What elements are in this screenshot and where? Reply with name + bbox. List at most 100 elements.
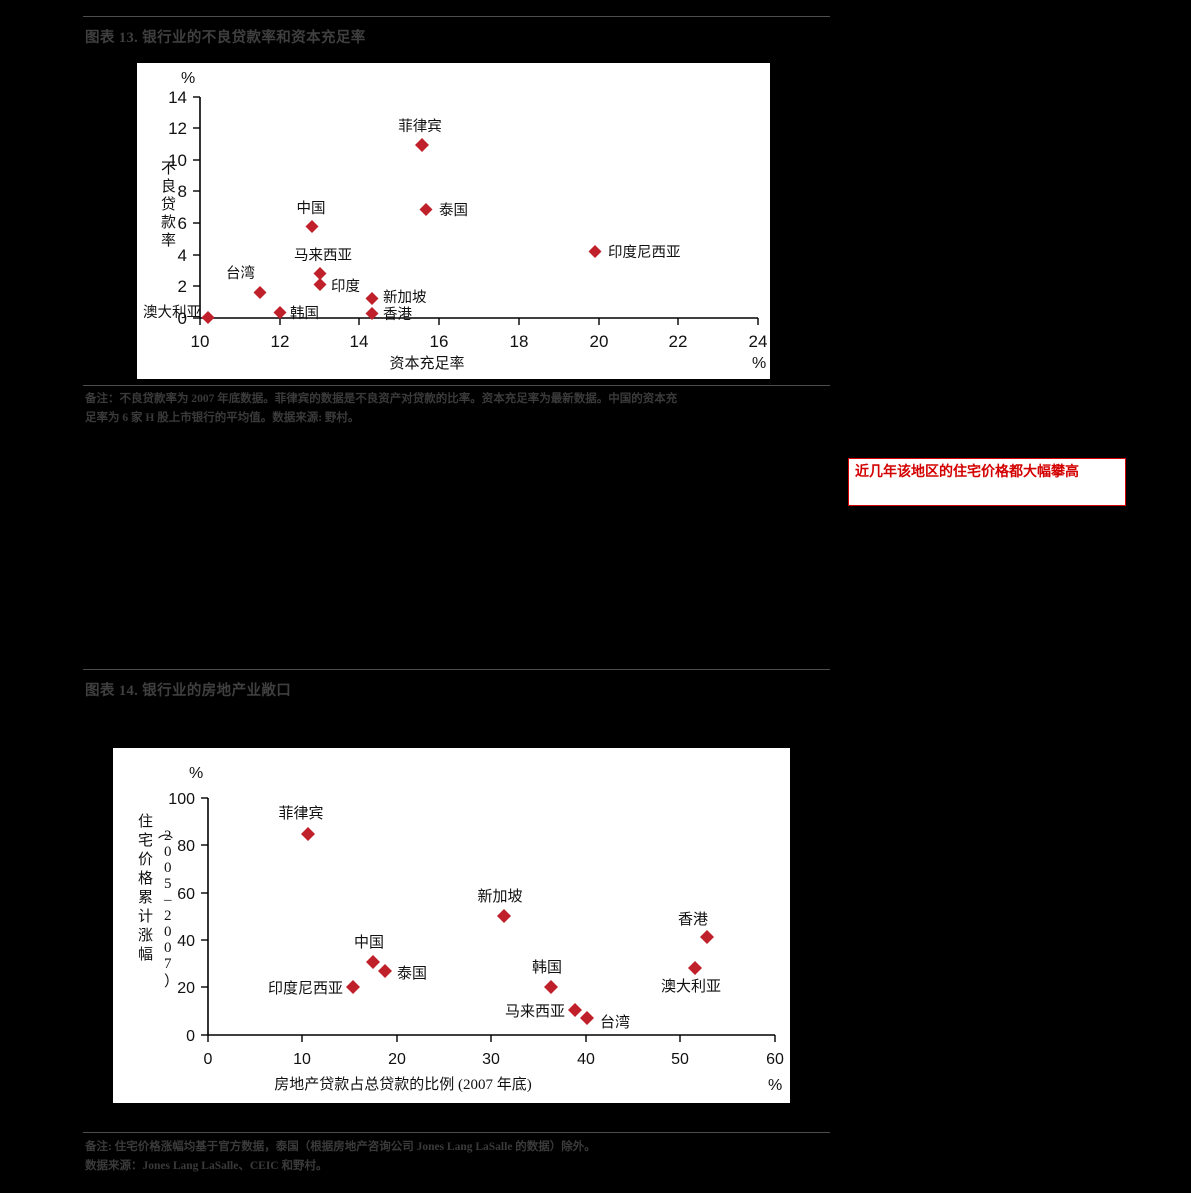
data-point-marker [305, 220, 319, 233]
svg-text:0: 0 [204, 1051, 213, 1068]
data-point-label: 中国 [297, 200, 326, 217]
figure14-x-unit: % [768, 1077, 782, 1094]
data-point-label: 台湾 [600, 1014, 630, 1031]
svg-text:）: ） [164, 973, 179, 990]
data-point-label: 澳大利亚 [143, 304, 201, 321]
svg-text:0: 0 [164, 940, 172, 956]
svg-text:30: 30 [482, 1051, 500, 1068]
svg-text:60: 60 [177, 886, 195, 903]
svg-text:2: 2 [164, 908, 172, 924]
figure13-x-axis-title: 资本充足率 [389, 355, 464, 372]
svg-text:5: 5 [164, 876, 172, 892]
data-point-marker [365, 307, 379, 320]
data-point-label: 中国 [354, 934, 384, 951]
svg-text:40: 40 [177, 933, 195, 950]
data-point-marker [419, 203, 433, 216]
figure14-title: 图表 14. 银行业的房地产业敞口 [85, 683, 292, 699]
data-point-label: 台湾 [226, 265, 255, 282]
figure14-note-divider [83, 1132, 830, 1133]
data-point-marker [366, 955, 380, 969]
data-point-marker [273, 306, 287, 319]
data-point-marker [301, 827, 315, 841]
figure14-y-unit: % [189, 765, 203, 782]
svg-text:12: 12 [271, 332, 290, 351]
svg-text:0: 0 [186, 1028, 195, 1045]
svg-text:12: 12 [168, 119, 187, 138]
figure14-note-line2: 数据来源：Jones Lang LaSalle、CEIC 和野村。 [85, 1160, 328, 1172]
figure14-y-axis-title-main: 住 宅 价 格 累 计 涨 幅 [138, 813, 153, 963]
data-point-marker [365, 292, 379, 305]
figure13-x-ticks: 10 12 14 16 18 20 22 24 [191, 318, 768, 351]
svg-text:格: 格 [138, 870, 153, 887]
data-point-label: 新加坡 [477, 888, 522, 905]
data-point-marker [568, 1003, 582, 1017]
svg-text:10: 10 [191, 332, 210, 351]
data-point-marker [253, 286, 267, 299]
svg-text:不: 不 [161, 161, 176, 177]
data-point-label: 泰国 [397, 965, 427, 982]
data-point-label: 马来西亚 [505, 1003, 565, 1020]
data-point-marker [313, 278, 327, 291]
svg-text:8: 8 [178, 182, 187, 201]
svg-text:22: 22 [669, 332, 688, 351]
top-divider [83, 16, 830, 17]
figure13-y-axis-title: 不 良 贷 款 率 [161, 161, 176, 249]
svg-text:0: 0 [164, 860, 172, 876]
data-point-marker [700, 930, 714, 944]
figure14-note-line1: 备注: 住宅价格涨幅均基于官方数据，泰国（根据房地产咨询公司 Jones Lan… [85, 1141, 596, 1153]
svg-text:6: 6 [178, 214, 187, 233]
data-point-marker [688, 961, 702, 975]
figure13-y-ticks: 14 12 10 8 6 4 2 0 [168, 88, 200, 328]
svg-text:幅: 幅 [138, 946, 153, 963]
data-point-label: 印度 [331, 278, 360, 295]
figure14-chart-panel: 100 80 60 40 20 0 0 10 20 30 40 50 60 % … [113, 748, 790, 1103]
svg-text:100: 100 [168, 791, 195, 808]
svg-text:涨: 涨 [138, 927, 153, 944]
figure14-x-axis-title: 房地产贷款占总贷款的比例 (2007 年底) [274, 1076, 532, 1093]
figure14-top-divider [83, 669, 830, 670]
data-point-label: 韩国 [532, 959, 562, 976]
svg-text:2: 2 [164, 828, 172, 844]
svg-text:20: 20 [590, 332, 609, 351]
callout-box: 近几年该地区的住宅价格都大幅攀高 [848, 458, 1126, 506]
data-point-label: 印度尼西亚 [268, 980, 343, 997]
svg-text:14: 14 [350, 332, 369, 351]
data-point-marker [588, 245, 602, 258]
svg-text:50: 50 [671, 1051, 689, 1068]
svg-text:20: 20 [177, 980, 195, 997]
figure13-x-unit: % [752, 355, 766, 372]
figure14-data-points: 菲律宾 印度尼西亚 中国 泰国 新加坡 韩国 马来西亚 台湾 澳 [268, 805, 721, 1031]
figure14-y-axis-title-sub: （ 2 0 0 5 – 2 0 0 7 ） [156, 824, 179, 990]
data-point-marker [544, 980, 558, 994]
svg-text:计: 计 [138, 908, 153, 925]
data-point-label: 澳大利亚 [661, 978, 721, 995]
data-point-label: 香港 [678, 911, 708, 928]
svg-text:价: 价 [138, 852, 153, 868]
svg-text:10: 10 [168, 151, 187, 170]
figure13-title: 图表 13. 银行业的不良贷款率和资本充足率 [85, 30, 366, 46]
svg-text:60: 60 [766, 1051, 784, 1068]
svg-text:–: – [163, 892, 172, 908]
svg-text:良: 良 [161, 178, 176, 195]
figure13-note-line1: 备注：不良贷款率为 2007 年底数据。菲律宾的数据是不良资产对贷款的比率。资本… [85, 393, 678, 405]
data-point-label: 印度尼西亚 [608, 244, 681, 261]
svg-text:80: 80 [177, 838, 195, 855]
data-point-marker [201, 311, 215, 324]
figure13-data-points: 澳大利亚 台湾 韩国 中国 马来西亚 印度 新加坡 香港 菲律宾 [143, 118, 681, 324]
data-point-label: 菲律宾 [278, 805, 323, 822]
svg-text:40: 40 [577, 1051, 595, 1068]
svg-text:住: 住 [138, 813, 153, 830]
figure13-chart-panel: 14 12 10 8 6 4 2 0 10 12 14 16 18 20 22 [137, 63, 770, 379]
svg-text:2: 2 [178, 277, 187, 296]
data-point-marker [313, 267, 327, 280]
svg-text:宅: 宅 [138, 832, 153, 849]
svg-text:20: 20 [388, 1051, 406, 1068]
svg-text:款: 款 [161, 214, 176, 231]
svg-text:24: 24 [749, 332, 768, 351]
data-point-marker [378, 964, 392, 978]
svg-text:16: 16 [430, 332, 449, 351]
svg-text:18: 18 [510, 332, 529, 351]
svg-text:4: 4 [178, 246, 187, 265]
data-point-label: 韩国 [290, 305, 319, 322]
svg-text:7: 7 [164, 956, 172, 972]
